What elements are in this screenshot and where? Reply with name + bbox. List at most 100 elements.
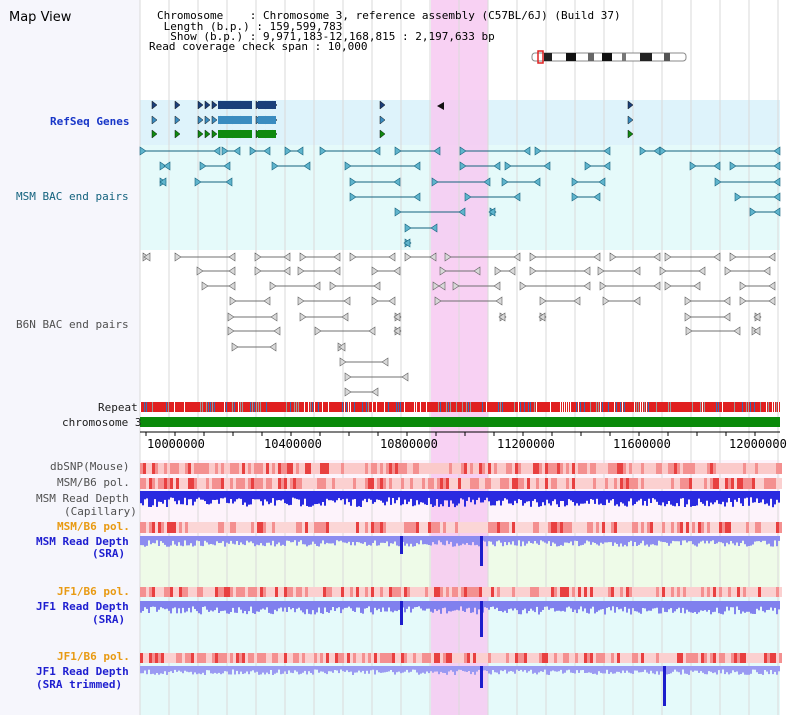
heat-cell <box>743 587 746 597</box>
heat-cell <box>305 478 308 489</box>
depth-bar <box>162 601 164 609</box>
heat-cell <box>338 478 341 489</box>
heat-cell <box>680 522 683 533</box>
depth-bar <box>446 491 448 501</box>
depth-bar <box>394 491 396 504</box>
heat-cell <box>713 478 716 489</box>
heat-cell <box>425 587 428 597</box>
heat-cell <box>467 463 470 474</box>
heat-cell <box>599 522 602 533</box>
bac-end-marker <box>653 252 661 262</box>
depth-bar <box>540 536 542 541</box>
heat-cell <box>269 522 272 533</box>
heat-cell <box>488 463 491 474</box>
repeat-stripe <box>644 402 645 412</box>
heat-cell <box>365 522 368 533</box>
heat-cell <box>515 587 518 597</box>
bac-end-marker <box>444 252 452 262</box>
heat-cell <box>491 587 494 597</box>
gene-marker <box>627 115 634 125</box>
depth-bar <box>606 601 608 608</box>
depth-bar <box>410 666 412 672</box>
heat-cell <box>686 478 689 489</box>
depth-bar <box>660 666 662 672</box>
heat-cell <box>221 463 224 474</box>
depth-bar <box>534 536 536 541</box>
depth-bar <box>424 536 426 545</box>
jf1-b6-pol-trim-label[interactable]: JF1/B6 pol. <box>57 650 130 663</box>
msm-read-depth-capillary-label[interactable]: MSM Read Depth <box>36 492 129 505</box>
heat-cell <box>452 463 455 474</box>
heat-cell <box>242 463 245 474</box>
heat-cell <box>761 463 764 474</box>
heat-cell <box>698 478 701 489</box>
heat-cell <box>740 478 743 489</box>
jf1-read-depth-sra-label[interactable]: JF1 Read Depth <box>36 600 129 613</box>
heat-cell <box>155 587 158 597</box>
heat-cell <box>212 463 215 474</box>
depth-bar <box>428 601 430 609</box>
depth-bar <box>680 666 682 675</box>
depth-bar <box>324 536 326 545</box>
b6n-bac-label[interactable]: B6N BAC end pairs <box>16 318 129 331</box>
heat-cell <box>206 653 209 663</box>
repeat-stripe <box>312 402 313 412</box>
heat-cell <box>716 587 719 597</box>
depth-bar <box>452 601 454 611</box>
capillary-sublabel: (Capillary) <box>64 505 137 518</box>
depth-bar <box>332 491 334 501</box>
depth-bar <box>304 601 306 615</box>
heat-cell <box>332 653 335 663</box>
depth-bar <box>426 666 428 672</box>
bac-end-marker <box>393 266 401 276</box>
depth-bar <box>608 601 610 608</box>
repeat-stripe <box>250 402 251 412</box>
depth-bar <box>222 666 224 674</box>
heat-cell <box>377 478 380 489</box>
depth-bar <box>652 536 654 545</box>
heat-cell <box>746 478 749 489</box>
msm-read-depth-sra-label[interactable]: MSM Read Depth <box>36 535 129 548</box>
depth-bar <box>198 666 200 674</box>
heat-cell <box>602 478 605 489</box>
heat-cell <box>461 463 464 474</box>
heat-cell <box>659 522 662 533</box>
depth-bar <box>242 491 244 505</box>
heat-cell <box>173 653 176 663</box>
bac-end-marker <box>433 146 441 156</box>
dbsnp-label[interactable]: dbSNP(Mouse) <box>50 460 130 473</box>
heat-cell <box>236 478 239 489</box>
jf1-read-depth-trim-label[interactable]: JF1 Read Depth <box>36 665 129 678</box>
bac-end-marker <box>349 252 357 262</box>
repeat-stripe <box>376 402 377 412</box>
gene-marker <box>437 102 444 110</box>
depth-bar <box>650 491 652 503</box>
depth-bar <box>188 536 190 546</box>
bac-end-marker <box>431 177 439 187</box>
repeat-stripe <box>304 402 305 412</box>
depth-bar <box>326 536 328 543</box>
depth-bar <box>550 536 552 546</box>
heat-cell <box>479 653 482 663</box>
msm-bac-label[interactable]: MSM BAC end pairs <box>16 190 129 203</box>
refseq-genes-label[interactable]: RefSeq Genes <box>50 115 130 128</box>
depth-bar <box>612 536 614 546</box>
depth-bar <box>346 536 348 544</box>
heat-cell <box>218 587 221 597</box>
depth-bar <box>706 491 708 501</box>
gene-marker <box>379 129 386 139</box>
heat-cell <box>692 587 695 597</box>
depth-bar <box>238 536 240 545</box>
depth-bar <box>510 601 512 609</box>
depth-bar <box>412 536 414 547</box>
msm-b6-pol-label[interactable]: MSM/B6 pol. <box>57 476 130 489</box>
depth-bar <box>406 536 408 544</box>
depth-bar <box>720 491 722 505</box>
msm-b6-pol-sra-label[interactable]: MSM/B6 pol. <box>57 520 130 533</box>
heat-cell <box>641 653 644 663</box>
depth-bar <box>772 601 774 611</box>
depth-bar <box>570 601 572 609</box>
heat-cell <box>512 653 515 663</box>
jf1-b6-pol-label[interactable]: JF1/B6 pol. <box>57 585 130 598</box>
depth-bar <box>142 491 144 506</box>
